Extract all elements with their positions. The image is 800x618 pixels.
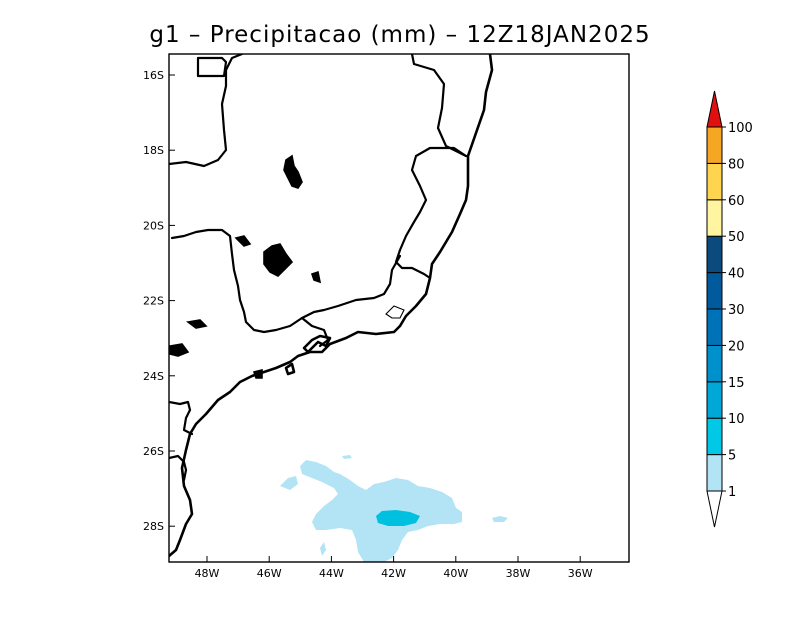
precip-area-light — [280, 476, 298, 490]
colorbar-label: 1 — [728, 485, 736, 500]
latitude-tick-label: 28S — [143, 520, 164, 533]
colorbar-label: 30 — [728, 303, 745, 318]
latitude-tick-label: 24S — [143, 370, 164, 383]
colorbar-segment — [706, 235, 723, 274]
longitude-axis: 48W 46W 44W 42W 40W 38W 36W — [195, 556, 593, 580]
latitude-tick-label: 16S — [143, 69, 164, 82]
latitude-tick-label: 22S — [143, 295, 164, 308]
precip-area-light — [342, 455, 352, 459]
map-panel: 48W 46W 44W 42W 40W 38W 36W 16S 18S 20S 22S 24S 26S… — [143, 53, 630, 580]
colorbar-segment — [706, 381, 723, 419]
colorbar-label: 20 — [728, 339, 745, 354]
inland-water-bodies — [169, 154, 322, 379]
colorbar-segment — [706, 344, 723, 383]
colorbar-segment — [706, 454, 723, 492]
latitude-tick-label: 18S — [143, 144, 164, 157]
longitude-tick-label: 48W — [195, 567, 220, 580]
latitude-tick-label: 20S — [143, 219, 164, 232]
colorbar-segment — [706, 308, 723, 346]
longitude-tick-label: 42W — [381, 567, 406, 580]
longitude-tick-label: 40W — [443, 567, 468, 580]
longitude-tick-label: 46W — [257, 567, 282, 580]
colorbar-label: 40 — [728, 267, 745, 282]
longitude-tick-label: 36W — [568, 567, 593, 580]
colorbar-segment — [706, 272, 723, 310]
colorbar-label: 60 — [728, 194, 745, 209]
colorbar-segment — [706, 126, 723, 164]
colorbar-label: 80 — [728, 157, 745, 172]
colorbar-label: 15 — [728, 376, 745, 391]
precip-area-light — [320, 542, 326, 556]
map-frame — [168, 53, 630, 563]
colorbar-segment — [706, 162, 723, 201]
precip-area-light — [300, 460, 462, 562]
latitude-tick-label: 26S — [143, 445, 164, 458]
colorbar-label: 100 — [728, 121, 753, 136]
colorbar-label: 5 — [728, 449, 736, 464]
map-title: g1 – Precipitacao (mm) – 12Z18JAN2025 — [149, 22, 650, 48]
colorbar-over-arrow — [706, 90, 723, 128]
precip-area-light — [492, 516, 508, 522]
state-borders — [169, 54, 468, 482]
latitude-axis: 16S 18S 20S 22S 24S 26S 28S — [143, 69, 175, 533]
longitude-tick-label: 38W — [506, 567, 531, 580]
colorbar-label: 10 — [728, 412, 745, 427]
colorbar-under-arrow — [706, 490, 723, 528]
colorbar-segment — [706, 199, 723, 237]
colorbar-segment — [706, 417, 723, 456]
longitude-tick-label: 44W — [319, 567, 344, 580]
coastline — [169, 54, 494, 558]
precip-area-medium — [376, 510, 420, 526]
colorbar-label: 50 — [728, 230, 745, 245]
precipitation-field — [280, 455, 508, 562]
